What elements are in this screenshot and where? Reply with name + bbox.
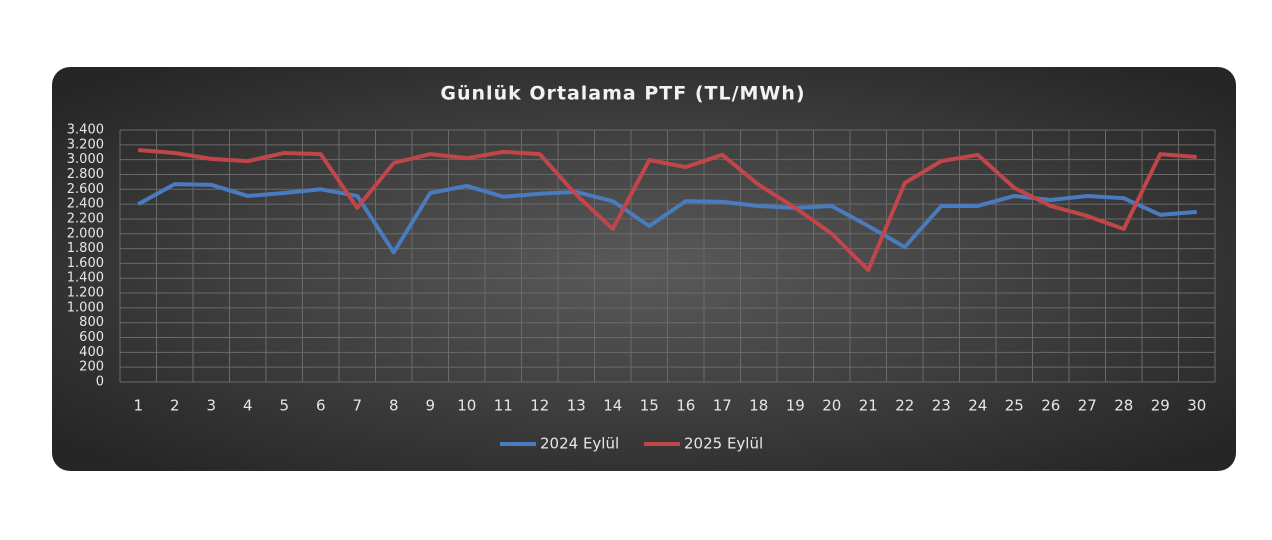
x-tick-label: 16 <box>676 397 695 415</box>
x-tick-label: 12 <box>530 397 549 415</box>
x-tick-label: 25 <box>1005 397 1024 415</box>
x-tick-label: 19 <box>786 397 805 415</box>
y-tick-label: 2.200 <box>67 211 104 226</box>
y-tick-label: 200 <box>79 360 104 375</box>
y-tick-label: 0 <box>96 375 104 390</box>
x-tick-label: 21 <box>859 397 878 415</box>
x-tick-label: 15 <box>640 397 659 415</box>
y-tick-label: 3.200 <box>67 137 104 152</box>
x-tick-label: 20 <box>822 397 841 415</box>
x-tick-label: 27 <box>1078 397 1097 415</box>
x-tick-label: 1 <box>133 397 143 415</box>
x-tick-label: 14 <box>603 397 622 415</box>
x-tick-label: 7 <box>352 397 362 415</box>
x-tick-label: 28 <box>1114 397 1133 415</box>
x-tick-label: 22 <box>895 397 914 415</box>
series-line <box>137 182 1197 255</box>
x-tick-label: 29 <box>1151 397 1170 415</box>
y-tick-label: 1.600 <box>67 256 104 271</box>
x-tick-label: 30 <box>1187 397 1206 415</box>
y-tick-label: 800 <box>79 315 104 330</box>
y-tick-label: 400 <box>79 345 104 360</box>
x-tick-label: 9 <box>425 397 435 415</box>
y-tick-label: 1.800 <box>67 241 104 256</box>
x-tick-label: 6 <box>316 397 326 415</box>
y-tick-label: 2.400 <box>67 197 104 212</box>
chart-title: Günlük Ortalama PTF (TL/MWh) <box>440 83 805 105</box>
x-tick-label: 10 <box>457 397 476 415</box>
y-tick-label: 2.000 <box>67 226 104 241</box>
y-tick-label: 3.000 <box>67 152 104 167</box>
legend-label: 2025 Eylül <box>684 435 763 453</box>
x-tick-label: 8 <box>389 397 399 415</box>
y-tick-label: 1.200 <box>67 286 104 301</box>
x-tick-label: 2 <box>170 397 180 415</box>
y-tick-label: 2.800 <box>67 167 104 182</box>
x-tick-label: 11 <box>494 397 513 415</box>
legend-label: 2024 Eylül <box>540 435 619 453</box>
x-tick-label: 24 <box>968 397 987 415</box>
series-line <box>138 148 1197 273</box>
x-tick-label: 13 <box>567 397 586 415</box>
x-tick-label: 17 <box>713 397 732 415</box>
x-tick-label: 4 <box>243 397 253 415</box>
y-tick-label: 600 <box>79 330 104 345</box>
x-tick-label: 5 <box>279 397 289 415</box>
x-tick-label: 23 <box>932 397 951 415</box>
y-tick-label: 1.400 <box>67 271 104 286</box>
x-tick-label: 3 <box>206 397 216 415</box>
x-tick-label: 18 <box>749 397 768 415</box>
y-tick-label: 3.400 <box>67 123 104 138</box>
x-tick-label: 26 <box>1041 397 1060 415</box>
chart-panel <box>52 67 1236 471</box>
y-tick-label: 2.600 <box>67 182 104 197</box>
y-tick-label: 1.000 <box>67 300 104 315</box>
